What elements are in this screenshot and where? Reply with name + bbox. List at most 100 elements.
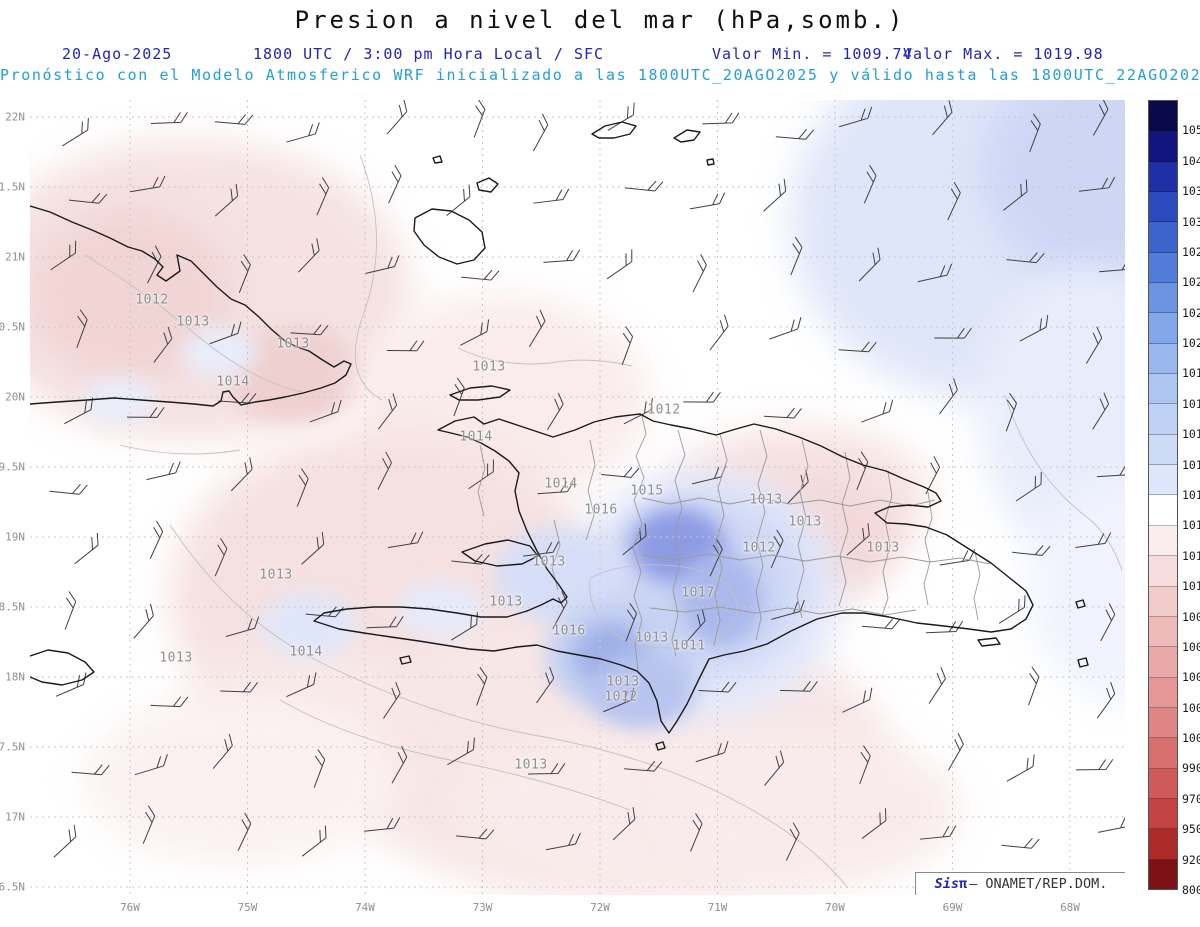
wind-barb xyxy=(939,378,958,415)
wind-barb xyxy=(939,549,976,566)
colorbar-tick-label: 1013 xyxy=(1182,518,1200,533)
colorbar-tick-label: 970 xyxy=(1182,791,1200,806)
wind-barb xyxy=(863,165,877,204)
colorbar-tick-label: 1020 xyxy=(1182,336,1200,351)
wind-barb xyxy=(528,309,546,348)
contour-label: 1012 xyxy=(135,292,169,308)
wind-barb xyxy=(450,612,478,641)
contour-line xyxy=(1004,394,1123,571)
lat-tick-label: 17N xyxy=(5,810,25,824)
colorbar-cell xyxy=(1149,586,1177,617)
wind-barbs-svg xyxy=(49,100,1125,861)
colorbar-tick-label: 1010 xyxy=(1182,579,1200,594)
island-ile-a-vache xyxy=(399,655,412,665)
colorbar-tick-label: 1022 xyxy=(1182,305,1200,320)
island-beata xyxy=(655,741,666,751)
wind-barb xyxy=(146,461,181,481)
wind-barb xyxy=(49,483,88,495)
island-tortuga xyxy=(449,385,511,401)
colorbar-cell xyxy=(1149,859,1177,889)
wind-barb xyxy=(690,813,703,852)
contour-label: 1017 xyxy=(681,585,715,601)
wind-barb xyxy=(842,687,873,713)
wind-barb xyxy=(62,117,89,147)
wind-barb xyxy=(1015,472,1042,502)
wind-barb xyxy=(624,760,663,772)
island-saona xyxy=(977,637,1001,647)
wind-barb xyxy=(543,249,581,263)
wind-barb xyxy=(468,459,494,490)
colorbar-cell xyxy=(1149,556,1177,587)
wind-barb xyxy=(238,254,251,293)
lon-tick-label: 74W xyxy=(355,901,375,914)
contour-label: 1013 xyxy=(514,757,548,773)
pressure-shade-blob xyxy=(678,552,763,647)
colorbar-cell xyxy=(1149,434,1177,466)
colorbar-cell xyxy=(1149,131,1177,162)
colorbar-cell xyxy=(1149,404,1177,435)
wind-barb xyxy=(1001,838,1040,849)
wind-barb xyxy=(50,240,77,271)
wind-barb xyxy=(1006,754,1035,782)
contour-label: 1013 xyxy=(635,630,669,646)
colorbar-tick-label: 920 xyxy=(1182,852,1200,867)
wind-barb xyxy=(684,608,706,644)
wind-barb xyxy=(1097,815,1125,833)
colorbar-cell xyxy=(1149,101,1177,132)
wind-barb xyxy=(928,667,946,704)
wind-barb xyxy=(366,616,404,629)
contour-label: 1014 xyxy=(544,476,578,492)
contour-label: 1013 xyxy=(866,540,900,556)
pressure-shade-blob xyxy=(85,695,395,865)
colorbar-tick-label: 1025 xyxy=(1182,275,1200,290)
colorbar-tick-label: 990 xyxy=(1182,761,1200,776)
wind-barb xyxy=(461,269,500,281)
wind-barb xyxy=(447,737,475,766)
colorbar-cell xyxy=(1149,647,1177,678)
lon-axis: 76W 75W 74W 73W 72W 71W 70W 69W 68W xyxy=(30,901,1125,921)
wind-barb xyxy=(460,319,490,346)
lon-tick-label: 70W xyxy=(825,901,845,914)
lat-tick-label: 19N xyxy=(5,530,25,544)
wind-barb xyxy=(612,807,636,841)
contour-label: 1013 xyxy=(276,336,310,352)
wind-barb xyxy=(771,599,805,620)
contour-label: 1016 xyxy=(552,623,586,639)
colorbar-cell xyxy=(1149,313,1177,344)
contour-label: 1013 xyxy=(489,594,523,610)
wind-barb xyxy=(533,188,570,204)
contour-label: 1013 xyxy=(532,554,566,570)
coastline-jamaica xyxy=(30,649,95,686)
lat-tick-label: 6.5N xyxy=(0,880,25,894)
branding-onamet: – ONAMET/REP.DOM. xyxy=(969,876,1108,892)
colorbar-cell xyxy=(1149,161,1177,193)
wind-barb xyxy=(770,529,784,569)
colorbar-cell xyxy=(1149,495,1177,526)
colorbar-tick-label: 1006 xyxy=(1182,639,1200,654)
wind-barb xyxy=(309,399,342,423)
province-borders xyxy=(477,415,991,671)
wind-barb xyxy=(127,407,165,418)
colorbar-cell xyxy=(1149,465,1177,496)
coastline-cuba xyxy=(30,205,352,407)
wind-barb xyxy=(1085,326,1103,364)
wind-barb xyxy=(391,745,408,784)
contour-line xyxy=(279,699,631,811)
wind-barb xyxy=(142,805,156,844)
wind-barb xyxy=(313,749,326,788)
wind-barb xyxy=(133,603,154,639)
wind-barb xyxy=(386,100,408,135)
wind-barb xyxy=(621,326,634,365)
contour-label: 1013 xyxy=(606,674,640,690)
wind-barb xyxy=(546,392,564,431)
colorbar-cell xyxy=(1149,374,1177,405)
wind-barb xyxy=(220,681,259,693)
colorbar-tick-label: 1016 xyxy=(1182,457,1200,472)
wind-barb xyxy=(64,591,77,630)
pressure-shade-blob xyxy=(590,653,695,728)
wind-barb xyxy=(536,666,555,704)
wind-barb xyxy=(53,824,77,858)
island-gonave xyxy=(461,539,539,567)
wind-barb xyxy=(286,122,320,143)
colorbar-cell xyxy=(1149,192,1177,223)
